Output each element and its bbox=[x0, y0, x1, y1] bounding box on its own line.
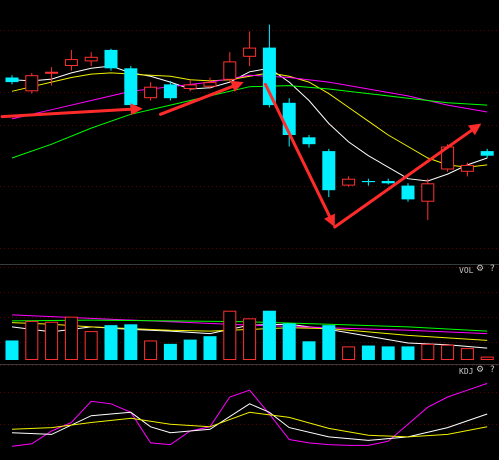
vol-bar-8 bbox=[163, 343, 177, 360]
candle-body-0 bbox=[5, 77, 19, 83]
vol-bar-17 bbox=[342, 346, 356, 360]
vol-bar-20 bbox=[401, 346, 415, 360]
price-ma-line-0 bbox=[11, 65, 488, 182]
vol-bar-3 bbox=[64, 316, 78, 360]
candle-body-4 bbox=[84, 56, 98, 62]
candle-body-12 bbox=[243, 47, 257, 57]
vol-bar-6 bbox=[124, 324, 138, 360]
candle-body-13 bbox=[262, 47, 276, 106]
candle-body-15 bbox=[302, 137, 316, 145]
vol-bar-15 bbox=[302, 341, 316, 360]
vol-bar-0 bbox=[5, 340, 19, 360]
vol-bar-24 bbox=[480, 356, 494, 361]
vol-bar-1 bbox=[25, 320, 39, 360]
vol-bar-13 bbox=[262, 310, 276, 360]
arrow-shaft-3 bbox=[333, 128, 473, 229]
candle-body-2 bbox=[45, 71, 59, 74]
arrow-shaft-2 bbox=[263, 82, 331, 218]
vol-bar-22 bbox=[441, 344, 455, 361]
kdj-line-1 bbox=[11, 403, 488, 441]
candle-body-5 bbox=[104, 49, 118, 69]
kdj-line-0 bbox=[11, 382, 488, 447]
kdj-gear-icon[interactable]: ⚙ bbox=[476, 365, 485, 375]
candle-body-17 bbox=[342, 178, 356, 186]
price-ma-line-3 bbox=[11, 85, 488, 159]
candle-body-23 bbox=[460, 164, 474, 172]
candle-body-11 bbox=[223, 61, 237, 80]
arrow-head-3 bbox=[468, 123, 482, 136]
candle-body-18 bbox=[361, 181, 375, 183]
candle-body-10 bbox=[203, 82, 217, 87]
vol-bar-7 bbox=[144, 340, 158, 361]
arrow-head-0 bbox=[130, 103, 143, 116]
vol-bar-12 bbox=[243, 318, 257, 361]
vol-help-icon[interactable]: ? bbox=[490, 264, 495, 274]
vol-bar-9 bbox=[183, 339, 197, 360]
candle-body-3 bbox=[64, 59, 78, 66]
arrow-head-1 bbox=[230, 80, 244, 92]
vol-bar-2 bbox=[45, 321, 59, 360]
candle-body-7 bbox=[144, 86, 158, 99]
kdj-help-icon[interactable]: ? bbox=[490, 365, 495, 375]
vol-gear-icon[interactable]: ⚙ bbox=[476, 264, 485, 274]
candle-body-21 bbox=[421, 183, 435, 202]
vol-bar-23 bbox=[460, 348, 474, 361]
kdj-line-2 bbox=[11, 411, 488, 438]
vol-bar-21 bbox=[421, 343, 435, 361]
kdj-panel-label: KDJ bbox=[459, 367, 474, 376]
arrow-shaft-0 bbox=[0, 107, 133, 119]
candle-body-20 bbox=[401, 185, 415, 200]
candle-body-6 bbox=[124, 68, 138, 106]
candle-body-8 bbox=[163, 84, 177, 99]
vol-bar-11 bbox=[223, 310, 237, 361]
vol-bar-18 bbox=[361, 345, 375, 360]
candle-body-19 bbox=[381, 181, 395, 184]
price-ma-line-1 bbox=[11, 72, 488, 168]
vol-bar-19 bbox=[381, 346, 395, 360]
candle-body-24 bbox=[480, 151, 494, 156]
candle-body-16 bbox=[322, 151, 336, 191]
candle-body-1 bbox=[25, 75, 39, 92]
vol-bar-10 bbox=[203, 336, 217, 360]
vol-panel-label: VOL bbox=[459, 266, 474, 275]
vol-bar-4 bbox=[84, 331, 98, 361]
vol-bar-14 bbox=[282, 323, 296, 360]
price-ma-line-2 bbox=[11, 74, 488, 120]
vol-bar-5 bbox=[104, 325, 118, 360]
vol-bar-16 bbox=[322, 325, 336, 360]
candle-body-9 bbox=[183, 84, 197, 90]
arrow-shaft-1 bbox=[159, 84, 234, 116]
arrow-head-2 bbox=[324, 213, 335, 227]
